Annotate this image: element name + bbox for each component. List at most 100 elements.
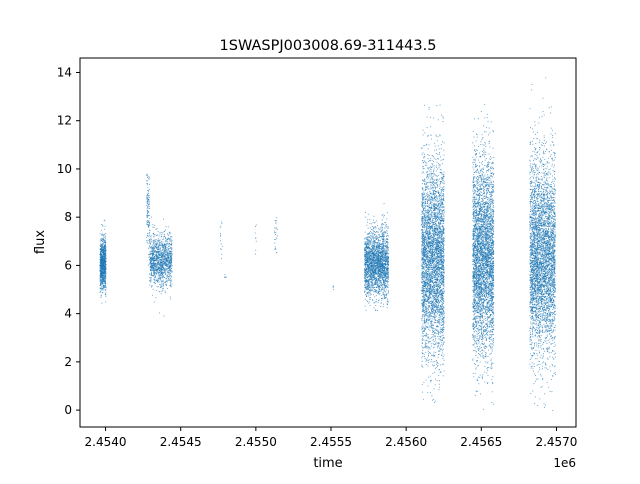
- data-point: [149, 260, 151, 262]
- data-point: [99, 270, 101, 272]
- data-point: [149, 218, 150, 220]
- data-point: [105, 247, 107, 249]
- data-point: [164, 253, 166, 254]
- data-point: [151, 258, 153, 259]
- data-point: [426, 229, 428, 231]
- data-point: [373, 254, 375, 256]
- data-point: [102, 281, 104, 283]
- data-point: [373, 256, 375, 258]
- data-point: [168, 246, 170, 247]
- data-point: [372, 266, 374, 268]
- data-point: [146, 216, 148, 218]
- data-point: [146, 174, 148, 176]
- data-point: [387, 269, 389, 271]
- data-point: [332, 285, 334, 287]
- data-point: [165, 251, 167, 253]
- data-point: [369, 264, 370, 265]
- data-point: [366, 256, 368, 258]
- data-point: [165, 260, 167, 261]
- data-point: [104, 251, 106, 253]
- data-point: [422, 323, 424, 325]
- data-point: [152, 254, 154, 256]
- data-point: [104, 228, 105, 230]
- data-point: [150, 268, 152, 270]
- data-point: [162, 268, 164, 270]
- data-point: [379, 276, 381, 278]
- data-point: [160, 286, 162, 288]
- data-point: [369, 252, 370, 254]
- data-point: [381, 238, 383, 240]
- data-point: [159, 259, 161, 261]
- data-point: [382, 279, 384, 280]
- data-point: [385, 250, 387, 252]
- data-point: [386, 260, 388, 262]
- data-point: [146, 241, 148, 243]
- data-point: [169, 268, 170, 270]
- data-point: [384, 276, 385, 278]
- data-point: [366, 262, 368, 264]
- data-point: [371, 260, 373, 261]
- data-point: [168, 244, 170, 246]
- data-point: [364, 286, 366, 288]
- data-point: [368, 245, 370, 246]
- data-point: [101, 288, 103, 290]
- data-point: [366, 237, 368, 239]
- data-point: [383, 203, 385, 205]
- data-point: [378, 243, 380, 245]
- data-point: [383, 267, 385, 269]
- data-point: [164, 256, 165, 257]
- data-point: [387, 256, 389, 258]
- data-point: [154, 250, 156, 251]
- data-point: [367, 276, 369, 278]
- data-point: [378, 270, 380, 271]
- data-point: [425, 162, 427, 163]
- data-point: [384, 294, 386, 296]
- data-point: [160, 272, 162, 274]
- data-point: [146, 223, 148, 225]
- data-point: [371, 226, 373, 227]
- data-point: [159, 260, 161, 262]
- data-point: [378, 252, 380, 253]
- data-point: [371, 229, 373, 231]
- data-point: [167, 264, 169, 266]
- data-point: [166, 252, 168, 254]
- data-point: [381, 272, 382, 274]
- data-point: [371, 251, 372, 252]
- data-point: [105, 252, 107, 254]
- data-point: [168, 257, 169, 259]
- data-point: [426, 235, 428, 237]
- data-point: [387, 278, 389, 280]
- data-point: [381, 266, 383, 268]
- data-point: [167, 275, 168, 276]
- data-point: [104, 277, 106, 279]
- data-point: [104, 270, 106, 272]
- data-point: [161, 250, 163, 252]
- data-point: [366, 244, 368, 246]
- data-point: [166, 263, 167, 265]
- data-point: [385, 270, 387, 272]
- data-point: [99, 287, 101, 289]
- data-point: [422, 213, 424, 214]
- data-point: [380, 302, 382, 304]
- data-point: [374, 277, 375, 278]
- data-point: [373, 266, 375, 268]
- data-point: [100, 276, 102, 278]
- data-point: [101, 268, 103, 270]
- data-point: [151, 265, 153, 267]
- data-point: [104, 271, 106, 273]
- data-point: [103, 257, 104, 258]
- data-point: [254, 232, 256, 234]
- data-point: [373, 277, 374, 278]
- data-point: [156, 262, 158, 264]
- data-point: [386, 271, 388, 273]
- data-point: [169, 251, 171, 253]
- data-point: [100, 252, 102, 254]
- data-point: [103, 248, 105, 250]
- data-point: [160, 260, 161, 262]
- data-point: [166, 260, 168, 262]
- data-point: [102, 272, 104, 274]
- data-point: [162, 271, 164, 273]
- data-point: [382, 248, 384, 250]
- data-point: [384, 278, 386, 280]
- data-point: [386, 252, 388, 254]
